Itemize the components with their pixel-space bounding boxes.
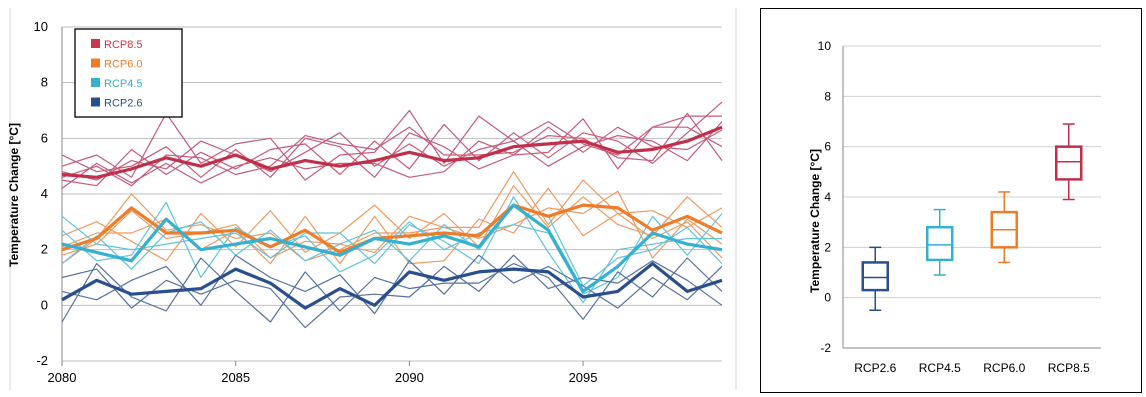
boxplot-chart: -2 0 2 4 6 8 10 RCP2.6 RCP4.5 RCP6.0 RCP8.5 Temper…	[808, 39, 1101, 375]
left-y-axis-label: Temperature Change [°C]	[7, 123, 21, 267]
legend-label: RCP4.5	[104, 78, 143, 90]
series-line-mean	[61, 203, 723, 254]
left-series-group	[61, 101, 723, 329]
series-line-mean	[61, 125, 723, 179]
legend-label: RCP2.6	[104, 98, 143, 110]
legend-swatch	[91, 97, 100, 107]
right-y-tick-label: 6	[824, 140, 831, 154]
legend-label: RCP6.0	[104, 59, 143, 71]
legend-swatch	[91, 39, 100, 48]
legend-label: RCP8.5	[104, 39, 143, 51]
series-line-mean	[61, 203, 723, 293]
right-y-tick-label: 2	[824, 240, 831, 254]
left-x-tick-label: 2090	[395, 370, 424, 385]
legend: RCP8.5 RCP6.0 RCP4.5 RCP2.6	[74, 28, 183, 118]
right-x-category-label: RCP2.6	[854, 361, 896, 375]
right-y-tick-label: 8	[824, 89, 831, 103]
right-y-tick-label: -2	[820, 341, 831, 355]
right-y-tick-label: 4	[824, 190, 831, 204]
series-line-member	[61, 185, 723, 262]
series-line-member	[61, 196, 722, 304]
left-gridlines	[62, 26, 722, 362]
left-y-tick-label: 0	[41, 297, 48, 312]
series-line-member	[61, 118, 723, 189]
left-axis: -2 0 2 4 6 8 10 2080 2085 2090 2095	[34, 19, 598, 385]
series-line-member	[61, 109, 722, 181]
left-y-tick-label: 8	[41, 75, 48, 90]
right-y-tick-label: 0	[824, 291, 831, 305]
boxplot-group	[861, 123, 1083, 311]
legend-swatch	[91, 78, 100, 87]
series-line-member	[61, 257, 723, 323]
left-y-tick-label: 10	[34, 19, 48, 34]
left-y-tick-label: 6	[41, 130, 48, 145]
box-iqr	[861, 261, 889, 292]
left-x-tick-label: 2080	[48, 370, 77, 385]
series-line-member	[61, 112, 723, 187]
right-x-category-label: RCP4.5	[919, 361, 961, 375]
series-line-member	[61, 190, 723, 259]
left-x-tick-label: 2095	[569, 370, 598, 385]
right-y-tick-label: 10	[818, 39, 832, 53]
box-iqr	[926, 225, 954, 262]
time-series-chart: -2 0 2 4 6 8 10 2080 2085 2090 2095 Temperature Ch…	[7, 8, 737, 390]
box-iqr	[1055, 145, 1083, 181]
left-y-tick-label: 4	[41, 186, 48, 201]
left-y-tick-label: -2	[36, 353, 48, 368]
right-axis: -2 0 2 4 6 8 10 RCP2.6 RCP4.5 RCP6.0 RCP8.5	[818, 39, 1101, 375]
boxplot-panel: -2 0 2 4 6 8 10 RCP2.6 RCP4.5 RCP6.0 RCP8.5 Temper…	[760, 8, 1142, 393]
series-line-member	[61, 204, 723, 287]
left-y-tick-label: 2	[41, 242, 48, 257]
legend-swatch	[91, 58, 100, 68]
right-gridlines	[843, 45, 1101, 349]
left-x-tick-label: 2085	[221, 370, 250, 385]
series-line-member	[61, 254, 723, 329]
right-x-category-label: RCP6.0	[983, 361, 1025, 375]
series-line-mean	[61, 262, 723, 310]
right-y-axis-label: Temperature Change [°C]	[808, 149, 822, 293]
right-x-category-label: RCP8.5	[1048, 361, 1090, 375]
